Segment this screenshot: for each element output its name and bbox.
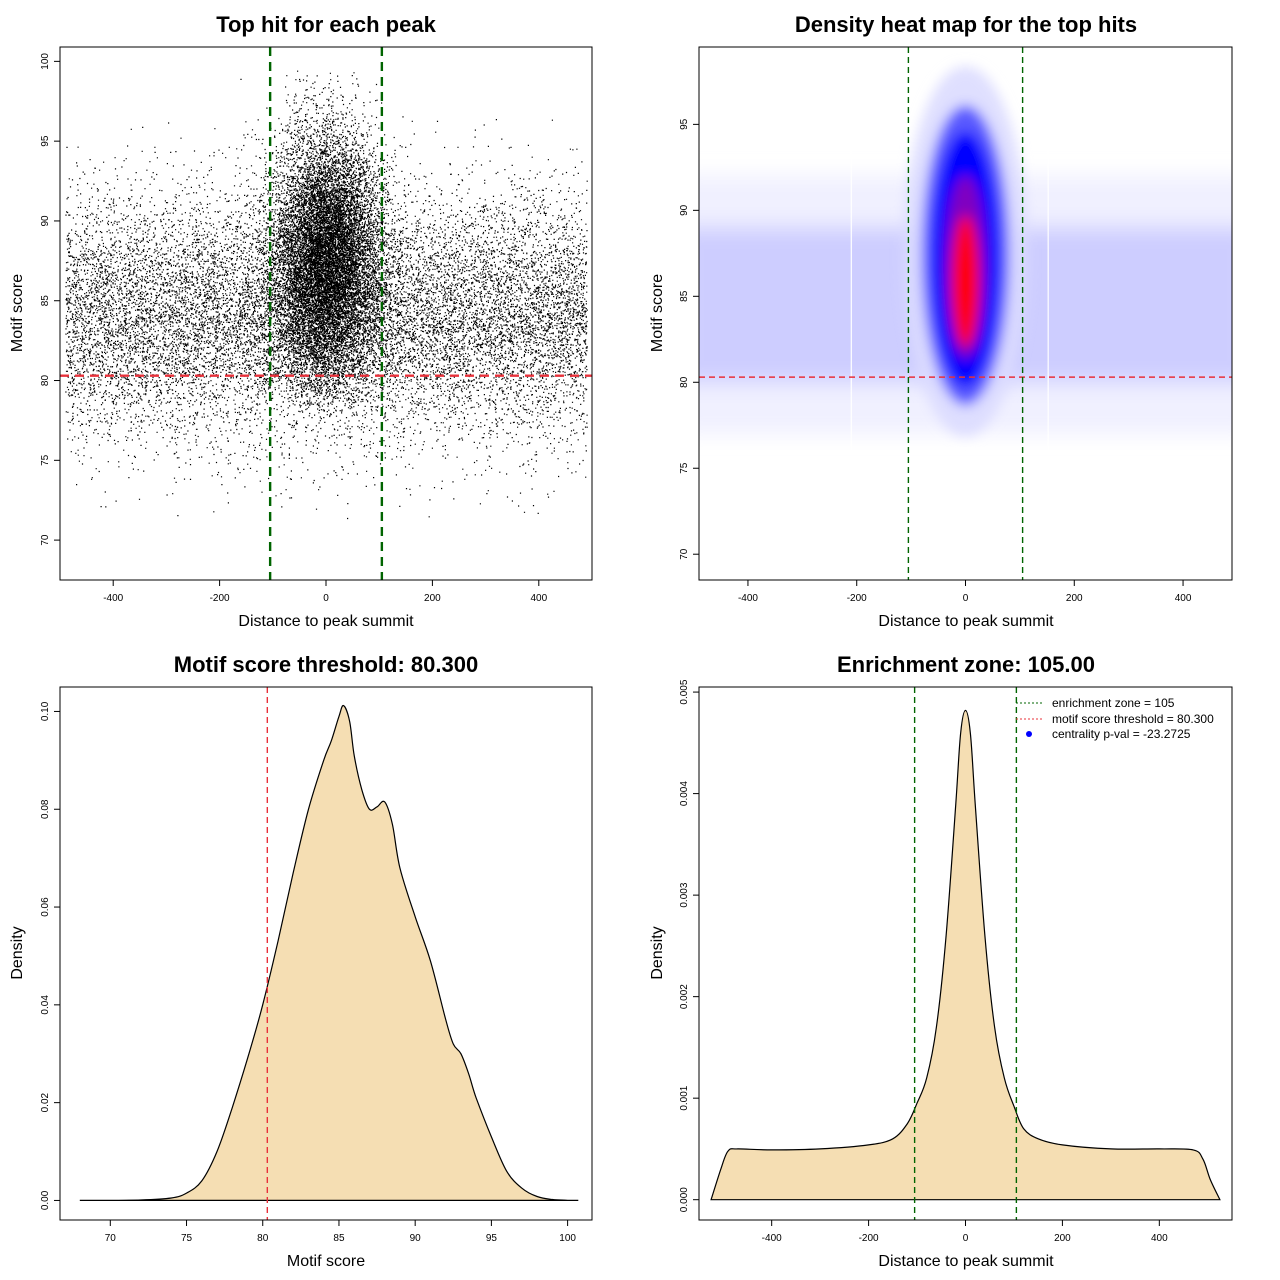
scatter-point-cloud [65, 70, 588, 520]
x-tick-label: 70 [105, 1233, 117, 1244]
y-tick-label: 0.04 [40, 995, 51, 1015]
x-tick-label: 80 [257, 1233, 269, 1244]
x-tick-label: -400 [738, 593, 758, 604]
x-tick-label: 90 [410, 1233, 422, 1244]
y-tick-label: 70 [679, 548, 690, 560]
x-tick-label: -200 [859, 1233, 879, 1244]
y-tick-label: 80 [40, 375, 51, 387]
y-tick-label: 75 [679, 462, 690, 474]
y-tick-label: 0.001 [679, 1085, 690, 1110]
x-tick-label: -200 [210, 593, 230, 604]
legend-zone-label: enrichment zone = 105 [1052, 696, 1175, 710]
y-tick-label: 80 [679, 376, 690, 388]
y-tick-label: 95 [40, 135, 51, 147]
y-tick-label: 0.08 [40, 799, 51, 819]
x-tick-label: 200 [424, 593, 441, 604]
x-axis-label: Distance to peak summit [238, 613, 414, 630]
y-tick-label: 100 [40, 53, 51, 70]
legend-pval-label: centrality p-val = -23.2725 [1052, 727, 1191, 741]
x-tick-label: 0 [963, 1233, 969, 1244]
x-axis-label: Distance to peak summit [878, 613, 1054, 630]
y-tick-label: 0.10 [40, 701, 51, 721]
density-area [710, 709, 1221, 1201]
x-tick-label: -200 [847, 593, 867, 604]
legend-threshold-label: motif score threshold = 80.300 [1052, 712, 1214, 726]
y-tick-label: 95 [679, 118, 690, 130]
density-area [79, 704, 579, 1202]
legend: enrichment zone = 105 motif score thresh… [1016, 696, 1214, 741]
y-tick-label: 0.00 [40, 1190, 51, 1210]
panel3-title: Motif score threshold: 80.300 [174, 652, 478, 677]
y-tick-label: 70 [40, 534, 51, 546]
panel1-title: Top hit for each peak [216, 12, 436, 37]
x-tick-label: 0 [323, 593, 329, 604]
legend-pval-swatch [1026, 731, 1032, 737]
x-axis-label: Distance to peak summit [878, 1253, 1054, 1270]
panel4-title: Enrichment zone: 105.00 [837, 652, 1095, 677]
x-tick-label: 0 [963, 593, 969, 604]
panel-motif-score-density: Motif score threshold: 80.300 70 75 80 85 90… [9, 652, 593, 1270]
y-tick-label: 0.02 [40, 1092, 51, 1112]
panel-density-heatmap: Density heat map for the top hits -400 -2… [649, 12, 1233, 630]
axes: -400 -200 0 200 400 70 75 80 85 90 95 100 [40, 53, 548, 604]
axes: 70 75 80 85 90 95 100 0.00 0.02 0.04 0.06 0.08 0.10 [40, 701, 576, 1244]
axes: -400 -200 0 200 400 70 75 80 85 90 95 [679, 118, 1192, 604]
x-tick-label: 75 [181, 1233, 193, 1244]
x-tick-label: 85 [333, 1233, 345, 1244]
y-tick-label: 0.002 [679, 984, 690, 1009]
y-tick-label: 75 [40, 454, 51, 466]
x-tick-label: 400 [1151, 1233, 1168, 1244]
y-axis-label: Motif score [9, 274, 26, 352]
x-tick-label: 100 [559, 1233, 576, 1244]
y-tick-label: 0.000 [679, 1187, 690, 1212]
y-tick-label: 0.005 [679, 679, 690, 704]
x-tick-label: 400 [1175, 593, 1192, 604]
scatter-points [65, 70, 588, 520]
x-axis-label: Motif score [287, 1253, 365, 1270]
x-tick-label: 95 [486, 1233, 498, 1244]
y-axis-label: Density [9, 926, 26, 979]
x-tick-label: 200 [1066, 593, 1083, 604]
panel2-title: Density heat map for the top hits [795, 12, 1137, 37]
x-tick-label: 200 [1054, 1233, 1071, 1244]
y-tick-label: 85 [40, 295, 51, 307]
x-tick-label: -400 [103, 593, 123, 604]
y-tick-label: 0.06 [40, 897, 51, 917]
y-axis-label: Motif score [649, 274, 666, 352]
y-axis-label: Density [649, 926, 666, 979]
heatmap-density [699, 47, 1232, 580]
y-tick-label: 85 [679, 290, 690, 302]
axes: -400 -200 0 200 400 0.000 0.001 0.002 0.003 0.004… [679, 679, 1168, 1244]
x-tick-label: -400 [762, 1233, 782, 1244]
y-tick-label: 90 [679, 204, 690, 216]
y-tick-label: 0.003 [679, 882, 690, 907]
y-tick-label: 0.004 [679, 781, 690, 806]
panel-top-hit-scatter: Top hit for each peak -400 -200 0 200 400 70 7… [9, 12, 593, 630]
x-tick-label: 400 [530, 593, 547, 604]
heatmap-hotspot [903, 66, 1028, 437]
panel-enrichment-zone-density: Enrichment zone: 105.00 -400 -200 0 200 400 0… [649, 652, 1233, 1270]
y-tick-label: 90 [40, 215, 51, 227]
